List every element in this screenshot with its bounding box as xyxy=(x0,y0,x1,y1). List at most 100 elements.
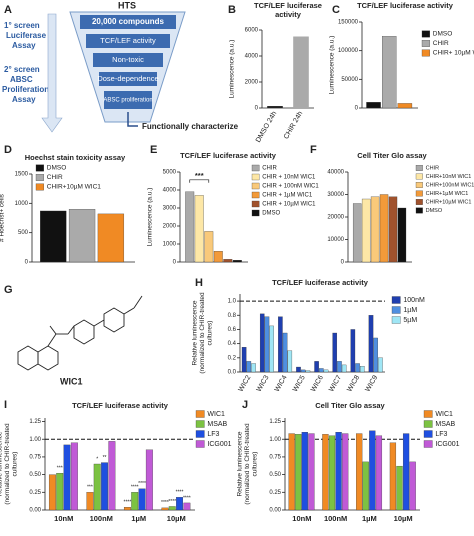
y-tick-label: 0 xyxy=(173,260,177,266)
chart-title: Hoechst stain toxicity assay xyxy=(25,153,126,162)
bar xyxy=(402,433,410,511)
bar xyxy=(56,473,64,511)
y-tick-label: 0.00 xyxy=(29,508,41,514)
y-tick-label: 0.50 xyxy=(269,472,281,478)
panel-label: I xyxy=(4,399,7,411)
bar xyxy=(131,492,139,511)
panel-label: H xyxy=(195,277,203,289)
bar xyxy=(40,210,67,263)
screen-label: Assay xyxy=(12,41,36,50)
bar xyxy=(293,36,309,108)
bar xyxy=(323,369,329,373)
bar xyxy=(168,506,176,511)
significance: **** xyxy=(168,499,176,505)
legend-label: CHIR+10µM WIC1 xyxy=(426,199,472,205)
y-axis-label: (normalized to CHIR-treated xyxy=(244,423,251,505)
x-tick-label: 100nM xyxy=(90,514,113,523)
x-tick-label: 10nM xyxy=(54,514,73,523)
x-tick-label: WIC7 xyxy=(328,374,343,393)
bar xyxy=(246,361,252,373)
step: TCF/LEF activity xyxy=(100,36,156,45)
x-tick-label: WIC4 xyxy=(274,374,289,393)
bar xyxy=(332,332,338,373)
significance: **** xyxy=(124,499,132,505)
screen-label: 1° screen xyxy=(4,21,40,30)
legend-label: CHIR+10µM WIC1 xyxy=(47,184,102,191)
panel-label: E xyxy=(150,144,157,156)
y-axis-label: (normalized to CHIR-treated xyxy=(199,292,206,374)
step-box xyxy=(93,53,163,67)
legend-swatch xyxy=(391,306,401,314)
bar xyxy=(194,195,204,263)
y-tick-label: 6000 xyxy=(245,28,259,34)
y-tick-label: 1.00 xyxy=(269,437,281,443)
x-tick-label: WIC5 xyxy=(292,374,307,393)
significance: **** xyxy=(183,495,191,501)
screen-label: ABSC xyxy=(10,75,33,84)
chart-title: Cell Titer Glo assay xyxy=(315,401,385,410)
bar xyxy=(341,364,347,373)
y-tick-label: 5000 xyxy=(163,170,177,176)
bar xyxy=(409,461,416,511)
legend-label: MSAB xyxy=(207,421,227,428)
bar xyxy=(232,260,242,263)
bar xyxy=(300,369,306,373)
legend-swatch xyxy=(423,420,433,428)
bar xyxy=(183,502,191,511)
bar xyxy=(369,430,376,511)
legend-label: CHIR + 100nM WIC1 xyxy=(262,184,319,190)
bar xyxy=(361,198,371,263)
y-tick-label: 4000 xyxy=(163,188,177,194)
x-tick-label: DMSO 24h xyxy=(255,110,278,144)
bar xyxy=(161,507,169,511)
significance: *** xyxy=(87,485,93,491)
bar xyxy=(295,434,302,511)
legend-label: LF3 xyxy=(435,431,447,438)
step: Functionally characterize xyxy=(142,122,239,131)
legend-label: CHIR+10nM WIC1 xyxy=(426,174,472,180)
bar xyxy=(213,251,223,263)
chemical-structure xyxy=(17,295,143,371)
chart-title: activity xyxy=(275,10,302,19)
y-tick-label: 0.2 xyxy=(228,355,237,361)
y-tick-label: 2000 xyxy=(163,224,177,230)
bar xyxy=(123,507,131,511)
y-tick-label: 0.0 xyxy=(228,370,237,376)
y-tick-label: 0 xyxy=(341,260,345,266)
x-tick-label: WIC3 xyxy=(256,374,271,393)
y-tick-label: 4000 xyxy=(245,54,259,60)
y-tick-label: 500 xyxy=(18,230,29,236)
y-tick-label: 0.25 xyxy=(29,490,41,496)
bar xyxy=(282,332,288,373)
bar xyxy=(350,329,356,373)
chart-title: TCF/LEF luciferase activity xyxy=(72,401,169,410)
bar xyxy=(342,433,349,511)
legend-swatch xyxy=(415,173,423,180)
bar xyxy=(397,103,413,109)
bar xyxy=(287,350,293,373)
y-tick-label: 0.75 xyxy=(269,455,281,461)
y-tick-label: 0.25 xyxy=(269,490,281,496)
bar xyxy=(328,435,336,511)
legend-swatch xyxy=(415,190,423,197)
screen-label: 2° screen xyxy=(4,65,40,74)
legend-swatch xyxy=(251,182,260,190)
bar xyxy=(382,36,397,109)
legend-swatch xyxy=(35,164,44,172)
legend-swatch xyxy=(391,316,401,324)
legend-label: CHIR xyxy=(433,40,449,47)
bar xyxy=(93,463,101,511)
bar xyxy=(267,106,283,108)
x-tick-label: WIC6 xyxy=(310,374,325,393)
legend-label: CHIR xyxy=(262,166,277,172)
step: Non-toxic xyxy=(112,55,144,64)
y-tick-label: 20000 xyxy=(327,215,344,221)
panel-label: C xyxy=(332,4,340,16)
y-tick-label: 1.25 xyxy=(29,419,41,425)
y-tick-label: 1.25 xyxy=(269,419,281,425)
bar xyxy=(269,325,274,373)
bar xyxy=(264,316,270,373)
y-tick-label: 1000 xyxy=(15,201,29,207)
bar xyxy=(296,366,301,373)
